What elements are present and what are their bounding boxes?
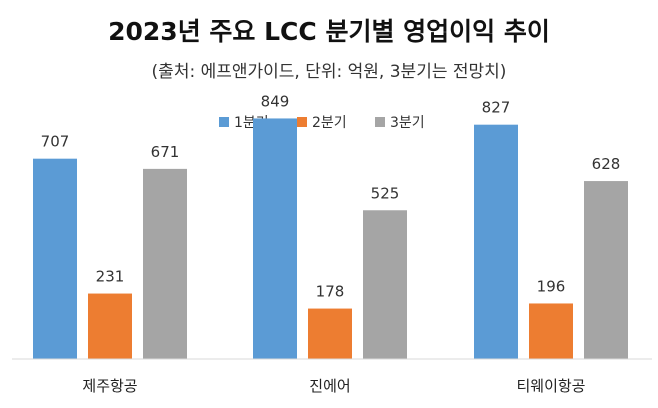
data-label-1-1: 707: [41, 133, 70, 151]
chart-subtitle: (출처: 에프앤가이드, 단위: 억원, 3분기는 전망치): [152, 62, 507, 82]
category-label-3: 티웨이항공: [516, 377, 585, 395]
category-label-1: 제주항공: [82, 377, 137, 395]
bar-1-2: [253, 118, 297, 359]
data-label-2-2: 178: [316, 283, 345, 301]
category-labels: 제주항공 진에어 티웨이항공: [82, 377, 585, 395]
data-label-2-3: 196: [537, 277, 566, 295]
data-label-3-1: 671: [151, 143, 180, 161]
bar-2-2: [308, 308, 352, 359]
data-label-3-2: 525: [371, 184, 400, 202]
data-label-3-3: 628: [592, 155, 621, 173]
bar-3-1: [143, 168, 187, 359]
bar-3-3: [584, 181, 628, 359]
bar-2-1: [88, 293, 132, 359]
data-label-2-1: 231: [96, 268, 125, 286]
legend-swatch-2: [297, 117, 307, 127]
bar-2-3: [529, 303, 573, 359]
legend-swatch-3: [375, 117, 385, 127]
legend-label-2: 2분기: [312, 115, 347, 131]
legend-swatch-1: [219, 117, 229, 127]
chart-bars: [33, 118, 628, 359]
category-label-2: 진에어: [309, 377, 350, 395]
bar-1-3: [474, 124, 518, 359]
data-label-1-2: 849: [261, 92, 290, 110]
chart-title: 2023년 주요 LCC 분기별 영업이익 추이: [108, 17, 550, 46]
legend-label-3: 3분기: [390, 115, 425, 131]
chart-legend: 1분기 2분기 3분기: [219, 115, 425, 131]
bar-1-1: [33, 158, 77, 359]
value-labels: 707 231 671 849 178 525 827 196 628: [41, 92, 621, 300]
data-label-1-3: 827: [482, 99, 511, 117]
bar-3-2: [363, 210, 407, 359]
